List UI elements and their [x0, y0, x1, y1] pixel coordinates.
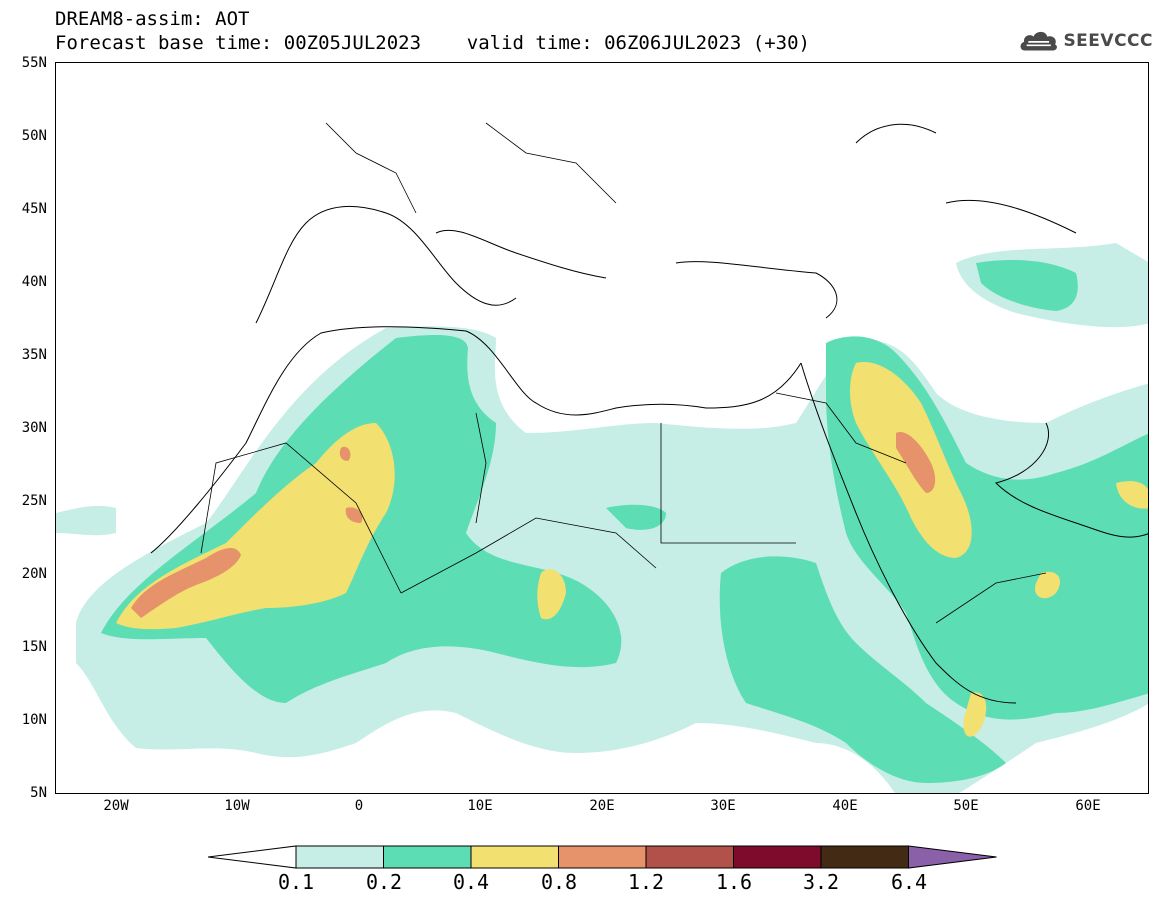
- title-line-1: DREAM8-assim: AOT: [55, 8, 250, 30]
- x-tick-label: 20E: [589, 798, 615, 814]
- y-tick-label: 45N: [21, 201, 47, 217]
- x-tick-label: 10E: [467, 798, 493, 814]
- y-tick-label: 55N: [21, 55, 47, 71]
- colorbar-segment: [295, 845, 384, 869]
- y-tick-label: 50N: [21, 128, 47, 144]
- x-tick-label: 40E: [832, 798, 858, 814]
- colorbar-arrow-right: [908, 845, 997, 869]
- x-tick-label: 60E: [1075, 798, 1101, 814]
- colorbar-arrow-left: [207, 845, 297, 869]
- y-tick-label: 30N: [21, 420, 47, 436]
- borders: [200, 122, 1047, 624]
- coastlines: [150, 123, 1148, 704]
- logo-text: SEEVCCC: [1063, 31, 1153, 51]
- y-tick-label: 15N: [21, 639, 47, 655]
- colorbar-segment: [733, 845, 822, 869]
- y-tick-label: 10N: [21, 712, 47, 728]
- colorbar-label: 0.8: [540, 870, 578, 894]
- colorbar-segment: [645, 845, 734, 869]
- x-tick-label: 20W: [103, 798, 129, 814]
- aot-0.8-1.2-region: [131, 432, 936, 618]
- colorbar-label: 0.1: [277, 870, 315, 894]
- colorbar-segment: [470, 845, 559, 869]
- x-tick-label: 10W: [224, 798, 250, 814]
- map-canvas: [56, 122, 1148, 793]
- title-line-2: Forecast base time: 00Z05JUL2023 valid t…: [55, 32, 810, 54]
- aot-map: [55, 62, 1149, 794]
- colorbar-label: 0.2: [365, 870, 403, 894]
- x-tick-label: 30E: [710, 798, 736, 814]
- colorbar-segment: [558, 845, 647, 869]
- colorbar-segment: [383, 845, 472, 869]
- colorbar-label: 6.4: [890, 870, 928, 894]
- y-tick-label: 20N: [21, 566, 47, 582]
- y-tick-label: 40N: [21, 274, 47, 290]
- colorbar-label: 1.6: [715, 870, 753, 894]
- colorbar: [207, 844, 998, 874]
- colorbar-label: 0.4: [452, 870, 490, 894]
- colorbar-label: 1.2: [627, 870, 665, 894]
- colorbar-segment: [820, 845, 909, 869]
- seevccc-logo: SEEVCCC: [1018, 24, 1153, 58]
- x-tick-label: 50E: [953, 798, 979, 814]
- y-tick-label: 5N: [30, 785, 47, 801]
- x-tick-label: 0: [354, 798, 364, 814]
- colorbar-label: 3.2: [802, 870, 840, 894]
- colorbar-svg: [207, 845, 997, 869]
- cloud-icon: [1020, 31, 1057, 51]
- y-tick-label: 35N: [21, 347, 47, 363]
- y-tick-label: 25N: [21, 493, 47, 509]
